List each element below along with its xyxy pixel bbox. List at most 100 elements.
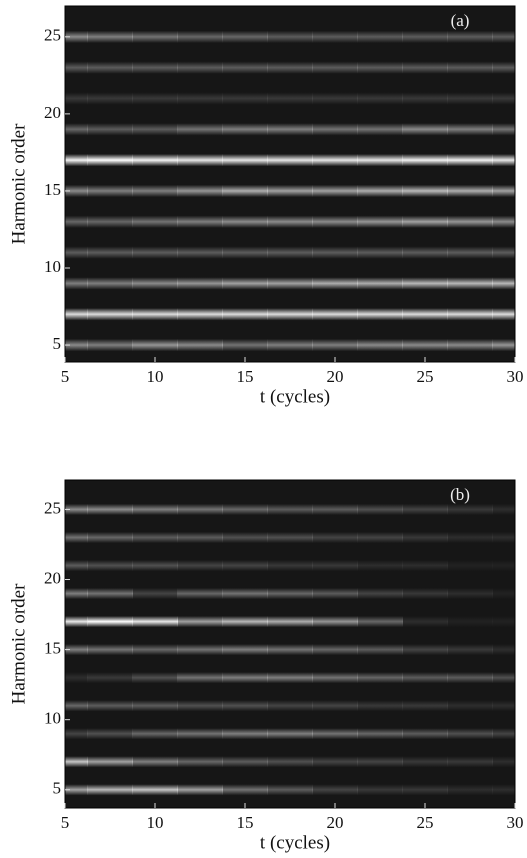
heatmap-cell [402, 246, 448, 259]
y-tick-label: 20 [44, 568, 61, 587]
heatmap-cell [87, 644, 133, 656]
heatmap-cell [177, 246, 223, 259]
y-tick-label: 15 [44, 180, 61, 199]
heatmap-cell [492, 92, 516, 105]
heatmap-cell [65, 30, 88, 43]
heatmap-cell [222, 30, 268, 43]
heatmap-cell [267, 784, 313, 796]
heatmap-cell [312, 30, 358, 43]
heatmap-cell [65, 123, 88, 136]
heatmap-cell [222, 92, 268, 105]
x-tick-label: 20 [327, 367, 344, 386]
heatmap-cell [447, 728, 493, 740]
heatmap-cell [132, 503, 178, 516]
heatmap-cell [222, 215, 268, 228]
heatmap-cell [87, 92, 133, 105]
heatmap-cell [312, 246, 358, 259]
y-tick-label: 5 [53, 779, 62, 798]
heatmap-cell [177, 559, 223, 572]
heatmap-cell [447, 644, 493, 656]
heatmap-cell [177, 531, 223, 544]
heatmap-cell [402, 61, 448, 74]
x-axis-label: t (cycles) [260, 832, 330, 853]
heatmap-cell [312, 756, 358, 768]
y-tick-label: 25 [44, 498, 61, 517]
heatmap-cell [177, 672, 223, 684]
x-axis-label: t (cycles) [260, 386, 330, 407]
heatmap-cell [177, 123, 223, 136]
heatmap-cell [492, 531, 516, 544]
heatmap-cell [357, 215, 403, 228]
heatmap-cell [177, 92, 223, 105]
heatmap-cell [492, 587, 516, 600]
heatmap-cell [267, 728, 313, 740]
heatmap-cell [402, 215, 448, 228]
heatmap-cell [402, 531, 448, 544]
heatmap-cell [132, 531, 178, 544]
x-tick-label: 15 [237, 367, 254, 386]
heatmap-cell [312, 215, 358, 228]
heatmap-cell [177, 644, 223, 656]
y-axis-label: Harmonic order [8, 123, 29, 244]
heatmap-cell [402, 503, 448, 516]
heatmap-cell [267, 246, 313, 259]
x-tick-label: 15 [237, 813, 254, 832]
heatmap-cell [65, 728, 88, 740]
heatmap-cell [492, 700, 516, 712]
heatmap-cell [87, 728, 133, 740]
heatmap-cell [267, 756, 313, 768]
y-tick-label: 20 [44, 103, 61, 122]
heatmap-cell [177, 184, 223, 198]
heatmap-cell [312, 672, 358, 684]
heatmap-cell [222, 123, 268, 136]
heatmap-cell [87, 184, 133, 198]
heatmap-cell [312, 153, 358, 167]
heatmap-cell [87, 559, 133, 572]
heatmap-cell [267, 277, 313, 290]
heatmap-cell [447, 559, 493, 572]
heatmap-cell [65, 246, 88, 259]
heatmap-cell [357, 672, 403, 684]
heatmap-cell [492, 756, 516, 768]
heatmap-cell [447, 784, 493, 796]
heatmap-cell [357, 700, 403, 712]
heatmap-cell [65, 700, 88, 712]
heatmap-cell [267, 123, 313, 136]
y-tick-label: 10 [44, 709, 61, 728]
heatmap-cell [87, 277, 133, 290]
heatmap-cell [492, 559, 516, 572]
heatmap-cell [447, 531, 493, 544]
heatmap-cell [492, 246, 516, 259]
heatmap-cell [65, 92, 88, 105]
heatmap-cell [65, 215, 88, 228]
heatmap-cell [447, 246, 493, 259]
y-axis-label: Harmonic order [8, 583, 29, 704]
heatmap-cell [357, 338, 403, 352]
heatmap-cell [492, 615, 516, 628]
heatmap-cell [177, 153, 223, 167]
heatmap-cell [357, 123, 403, 136]
heatmap-cell [357, 728, 403, 740]
heatmap-cell [132, 559, 178, 572]
heatmap-cell [357, 61, 403, 74]
heatmap-cell [267, 672, 313, 684]
heatmap-cell [447, 153, 493, 167]
heatmap-cell [447, 587, 493, 600]
heatmap-cell [177, 700, 223, 712]
heatmap-cell [447, 615, 493, 628]
heatmap-cell [267, 587, 313, 600]
x-tick-label: 5 [61, 367, 70, 386]
panel-label: (a) [451, 11, 470, 30]
heatmap-cell [132, 784, 178, 796]
heatmap-cell [222, 728, 268, 740]
heatmap-cell [402, 184, 448, 198]
heatmap-cell [65, 277, 88, 290]
plot-frame [64, 5, 516, 363]
heatmap-cell [65, 559, 88, 572]
heatmap-cell [312, 277, 358, 290]
heatmap-cell [357, 30, 403, 43]
heatmap-cell [132, 30, 178, 43]
heatmap-cell [357, 277, 403, 290]
heatmap-cell [312, 784, 358, 796]
heatmap-cell [267, 153, 313, 167]
